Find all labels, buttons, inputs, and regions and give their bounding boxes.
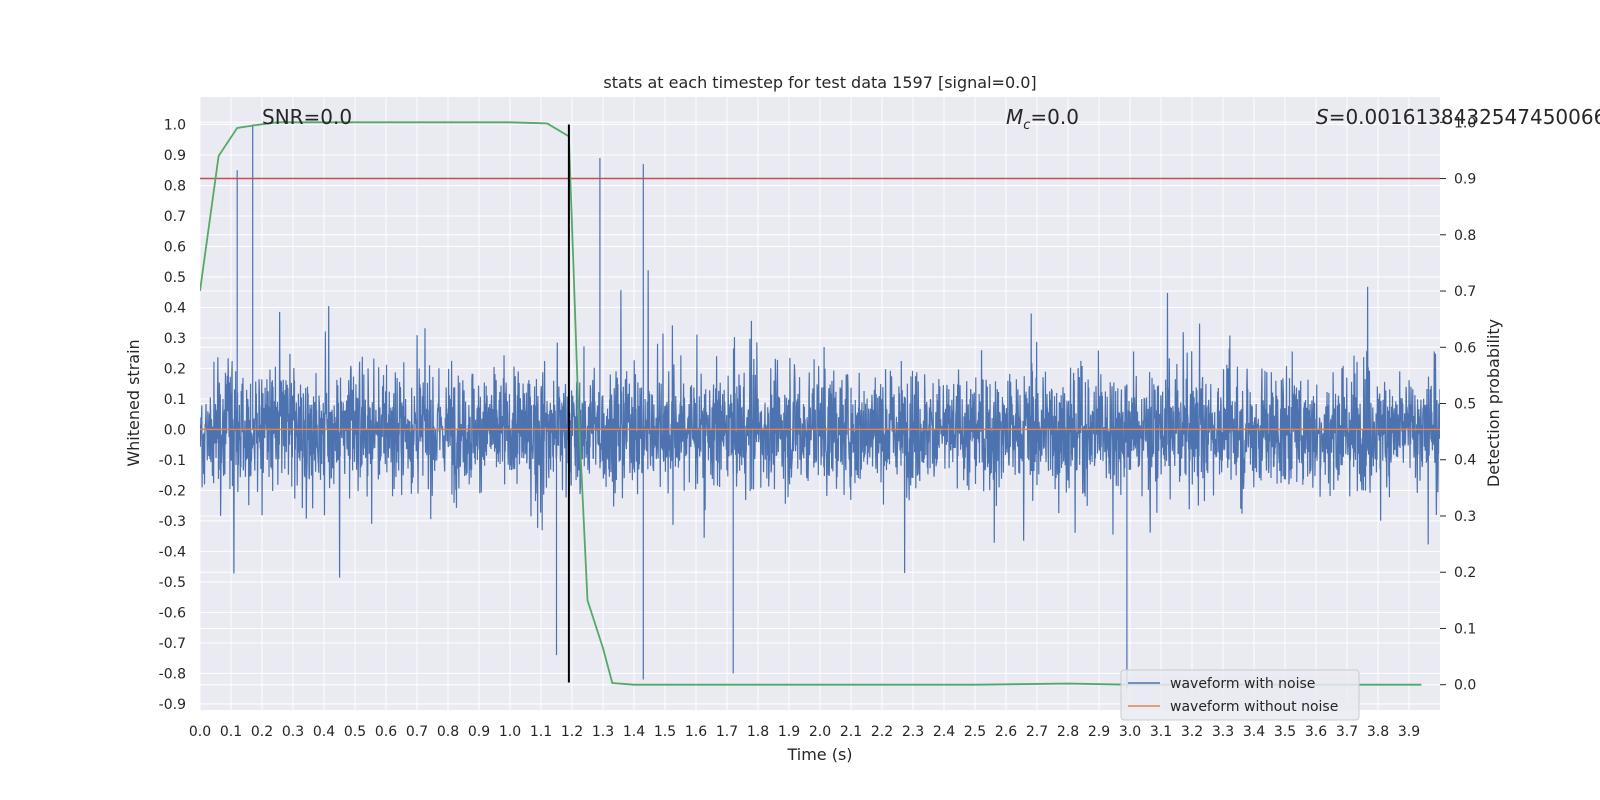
x-tick-label: 2.4: [933, 724, 955, 740]
y-left-tick-label: 0.7: [164, 209, 186, 225]
x-tick-label: 1.2: [561, 724, 583, 740]
score-annotation: S=0.0016138432547450066: [1316, 105, 1600, 129]
y-right-tick-label: 0.4: [1454, 453, 1476, 469]
x-axis-label: Time (s): [786, 745, 852, 764]
legend-label-clean: waveform without noise: [1170, 699, 1338, 715]
y-left-tick-label: -0.8: [159, 666, 186, 682]
x-tick-label: 2.5: [964, 724, 986, 740]
y-left-tick-label: 0.1: [164, 392, 186, 408]
x-tick-label: 0.9: [468, 724, 490, 740]
x-tick-label: 0.0: [189, 724, 211, 740]
x-tick-label: 2.1: [840, 724, 862, 740]
y-left-tick-label: 0.9: [164, 148, 186, 164]
x-tick-label: 1.5: [654, 724, 676, 740]
legend: waveform with noise waveform without noi…: [1120, 669, 1360, 721]
y-left-tick-label: -0.6: [159, 605, 186, 621]
y-right-tick-label: 0.1: [1454, 621, 1476, 637]
y-right-tick-label: 0.6: [1454, 340, 1476, 356]
y-right-tick-label: 0.8: [1454, 228, 1476, 244]
x-tick-labels: 0.0 0.1 0.2 0.3 0.4 0.5 0.6 0.7 0.8 0.9 1.0 1.1 1.2 1…: [189, 724, 1420, 740]
y-right-tick-labels: 1.0 0.9 0.8 0.7 0.6 0.5 0.4 0.3 0.2 0.1 0.0: [1440, 115, 1476, 694]
y-right-tick-label: 0.0: [1454, 678, 1476, 694]
x-tick-label: 1.0: [499, 724, 521, 740]
x-tick-label: 1.3: [592, 724, 614, 740]
y-right-tick-label: 0.7: [1454, 284, 1476, 300]
y-left-tick-label: -0.5: [159, 575, 186, 591]
y-left-tick-label: 0.6: [164, 239, 186, 255]
y-left-tick-label: -0.4: [159, 544, 186, 560]
x-tick-label: 1.1: [530, 724, 552, 740]
y-left-tick-label: 0.2: [164, 361, 186, 377]
x-tick-label: 2.8: [1057, 724, 1079, 740]
y-left-tick-label: 0.5: [164, 270, 186, 286]
x-tick-label: 2.6: [995, 724, 1017, 740]
series-waveform-with-noise: [200, 124, 1440, 689]
x-tick-label: 1.9: [778, 724, 800, 740]
x-tick-label: 2.0: [809, 724, 831, 740]
y-left-tick-label: 0.8: [164, 178, 186, 194]
x-tick-label: 3.1: [1150, 724, 1172, 740]
y-left-tick-labels: 1.0 0.9 0.8 0.7 0.6 0.5 0.4 0.3 0.2 0.1 0.0 -0.1 -0.…: [159, 117, 186, 712]
x-tick-label: 3.5: [1274, 724, 1296, 740]
x-tick-label: 3.0: [1119, 724, 1141, 740]
x-tick-label: 0.5: [344, 724, 366, 740]
legend-box: [1120, 669, 1360, 721]
x-tick-label: 1.7: [716, 724, 738, 740]
x-tick-label: 3.3: [1212, 724, 1234, 740]
x-tick-label: 0.7: [406, 724, 428, 740]
x-tick-label: 3.7: [1336, 724, 1358, 740]
y-left-tick-label: -0.9: [159, 697, 186, 713]
chart-title: stats at each timestep for test data 159…: [603, 73, 1036, 92]
x-tick-label: 2.2: [871, 724, 893, 740]
y-left-tick-label: -0.7: [159, 636, 186, 652]
x-tick-label: 2.3: [902, 724, 924, 740]
y-right-tick-label: 1.0: [1454, 115, 1476, 131]
snr-annotation: SNR=0.0: [262, 105, 352, 129]
x-tick-label: 2.7: [1026, 724, 1048, 740]
x-tick-label: 3.4: [1243, 724, 1265, 740]
y-left-tick-label: 0.3: [164, 331, 186, 347]
y-left-tick-label: 0.0: [164, 422, 186, 438]
y-left-tick-label: 1.0: [164, 117, 186, 133]
x-tick-label: 0.8: [437, 724, 459, 740]
y-left-tick-label: -0.3: [159, 514, 186, 530]
x-tick-label: 3.2: [1181, 724, 1203, 740]
x-tick-label: 0.2: [251, 724, 273, 740]
x-tick-label: 1.4: [623, 724, 645, 740]
y-left-axis-label: Whitened strain: [124, 339, 143, 466]
x-tick-label: 0.4: [313, 724, 335, 740]
x-tick-label: 3.8: [1367, 724, 1389, 740]
y-right-tick-label: 0.5: [1454, 397, 1476, 413]
x-tick-label: 1.8: [747, 724, 769, 740]
series-detection-probability: [200, 121, 1422, 686]
y-right-axis-label: Detection probability: [1484, 319, 1503, 487]
x-tick-label: 1.6: [685, 724, 707, 740]
y-right-tick-label: 0.3: [1454, 509, 1476, 525]
y-right-tick-label: 0.9: [1454, 172, 1476, 188]
chirp-mass-annotation: Mc=0.0: [1006, 105, 1079, 133]
y-left-tick-label: 0.4: [164, 300, 186, 316]
y-left-tick-label: -0.1: [159, 453, 186, 469]
x-tick-label: 2.9: [1088, 724, 1110, 740]
noise-waveform-path: [200, 124, 1440, 689]
x-tick-label: 0.3: [282, 724, 304, 740]
x-tick-label: 0.1: [220, 724, 242, 740]
y-right-tick-label: 0.2: [1454, 565, 1476, 581]
x-tick-label: 3.6: [1305, 724, 1327, 740]
x-tick-label: 0.6: [375, 724, 397, 740]
legend-label-noise: waveform with noise: [1170, 676, 1315, 692]
x-tick-label: 3.9: [1398, 724, 1420, 740]
y-left-tick-label: -0.2: [159, 483, 186, 499]
